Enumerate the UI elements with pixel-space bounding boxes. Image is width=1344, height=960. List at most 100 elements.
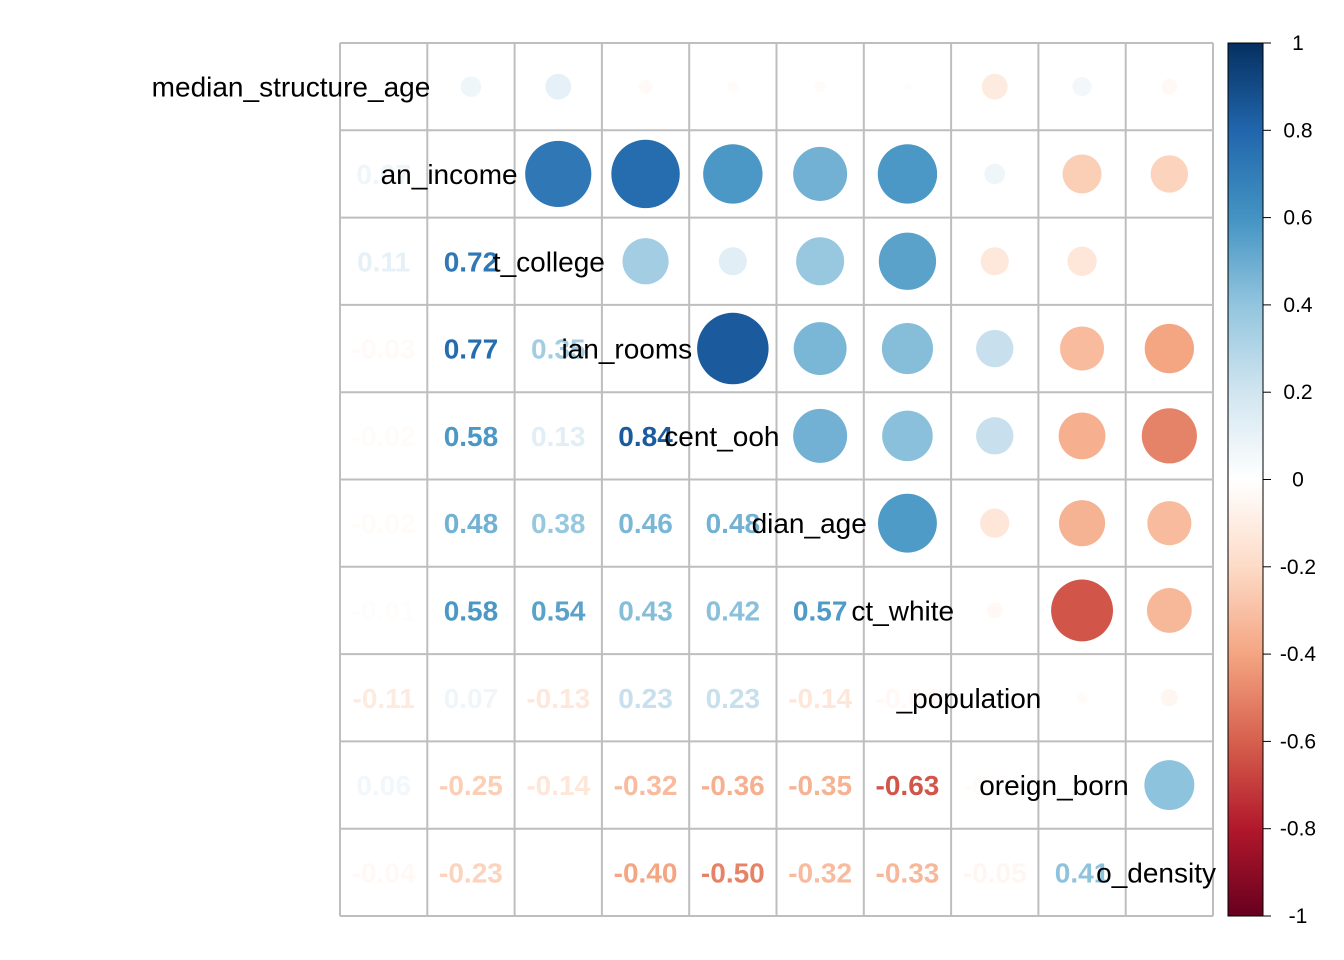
corr-circle-median_rooms-percent_ooh — [697, 312, 769, 385]
corr-value-pop_density-pct_white: -0.33 — [876, 857, 940, 888]
corr-value-pct_white-pct_college: 0.54 — [531, 595, 586, 626]
corr-value-pct_foreign_born-median_structure_age: 0.06 — [356, 770, 411, 801]
corr-circle-median_structure_age-pct_white — [903, 82, 912, 91]
colorbar-tick-label: -1 — [1289, 905, 1308, 928]
corr-value-median_age-median_rooms: 0.46 — [618, 508, 673, 539]
corr-value-percent_ooh-median_structure_age: -0.02 — [352, 421, 416, 452]
corr-circle-median_structure_age-pct_foreign_born — [1072, 77, 1092, 97]
corr-circle-percent_ooh-pct_white — [882, 410, 933, 462]
diag-label-pct_white: ct_white — [851, 595, 954, 626]
corr-value-pop_density-median_rooms: -0.40 — [614, 857, 678, 888]
corr-value-total_population-median_age: -0.14 — [788, 683, 852, 714]
corr-circle-pct_foreign_born-pop_density — [1144, 760, 1195, 811]
colorbar-tick-label: 0 — [1292, 469, 1304, 492]
corr-circle-median_income-percent_ooh — [703, 144, 763, 204]
colorbar-tick-label: 0.4 — [1283, 294, 1313, 317]
corr-value-median_income-median_structure_age: 0.07 — [356, 159, 411, 190]
corr-value-pct_foreign_born-percent_ooh: -0.36 — [701, 770, 765, 801]
corr-circle-median_rooms-pct_white — [881, 322, 934, 375]
corr-value-median_rooms-median_income: 0.77 — [444, 334, 499, 365]
corr-circle-median_rooms-total_population — [976, 329, 1014, 368]
colorbar-tick-label: -0.6 — [1280, 730, 1316, 753]
corr-circle-median_age-pct_white — [878, 493, 937, 553]
corr-circle-pct_college-pct_white — [878, 232, 937, 290]
diagonal-variable-labels: median_structure_age an_income t_collegeia… — [152, 72, 1216, 889]
corr-value-pop_density-median_age: -0.32 — [788, 857, 852, 888]
corr-circle-total_population-pop_density — [1160, 689, 1179, 707]
corr-value-pop_density-total_population: -0.05 — [963, 857, 1027, 888]
diag-label-pct_college: t_college — [493, 246, 605, 277]
corr-value-median_age-median_structure_age: -0.02 — [352, 508, 416, 539]
corr-circle-median_rooms-pct_foreign_born — [1059, 326, 1105, 371]
diag-label-total_population: _population — [896, 683, 1042, 714]
corr-value-pct_white-percent_ooh: 0.42 — [706, 595, 761, 626]
colorbar-ticks: 1 0.8 0.6 0.4 0.2 0 -0.2 -0.4 -0.6 -0.8 -1 — [1263, 32, 1316, 928]
corr-circle-median_income-pop_density — [1150, 155, 1189, 193]
corr-value-pct_foreign_born-median_income: -0.25 — [439, 770, 503, 801]
colorbar-tick-label: -0.4 — [1280, 643, 1317, 666]
colorbar-tick-label: 0.8 — [1283, 119, 1312, 142]
corr-value-total_population-median_income: 0.07 — [444, 683, 499, 714]
corr-value-total_population-median_rooms: 0.23 — [618, 683, 673, 714]
corr-value-total_population-pct_white: -0.04 — [876, 683, 940, 714]
colorbar-gradient — [1228, 43, 1263, 916]
colorbar-tick-label: 1 — [1292, 32, 1304, 55]
corr-circle-pct_college-median_rooms — [622, 238, 669, 285]
corr-circle-median_income-pct_foreign_born — [1062, 154, 1102, 194]
corr-circle-pct_college-percent_ooh — [718, 247, 747, 276]
corr-circle-pct_white-pct_foreign_born — [1051, 579, 1114, 642]
corr-circle-median_structure_age-percent_ooh — [727, 81, 739, 93]
corr-circle-median_structure_age-pct_college — [545, 73, 572, 100]
colorbar-tick-label: 0.2 — [1283, 381, 1312, 404]
corr-value-percent_ooh-median_rooms: 0.84 — [618, 421, 673, 452]
corr-value-median_age-pct_college: 0.38 — [531, 508, 586, 539]
corr-value-pct_foreign_born-median_age: -0.35 — [788, 770, 852, 801]
corr-value-pop_density-pct_foreign_born: 0.41 — [1055, 857, 1110, 888]
corr-value-pct_white-median_rooms: 0.43 — [618, 595, 673, 626]
corr-circle-percent_ooh-total_population — [976, 417, 1014, 455]
corr-circle-median_structure_age-median_age — [814, 81, 826, 93]
corr-value-pop_density-median_income: -0.23 — [439, 857, 503, 888]
diag-label-median_structure_age: median_structure_age — [152, 72, 431, 103]
colorbar-tick-label: -0.8 — [1280, 818, 1316, 841]
corr-circle-median_income-median_rooms — [611, 139, 680, 209]
corr-circle-median_income-median_age — [793, 146, 848, 201]
corr-circle-pct_white-pop_density — [1146, 588, 1192, 633]
corr-circle-median_structure_age-pop_density — [1161, 78, 1178, 95]
colorbar-tick-label: 0.6 — [1283, 207, 1312, 230]
corr-value-pct_white-median_age: 0.57 — [793, 595, 848, 626]
diag-label-median_rooms: ian_rooms — [561, 334, 692, 365]
corr-value-pct_white-median_income: 0.58 — [444, 595, 499, 626]
corr-circle-median_age-pct_foreign_born — [1058, 500, 1106, 547]
corr-value-percent_ooh-median_income: 0.58 — [444, 421, 499, 452]
corr-circle-percent_ooh-median_age — [793, 408, 848, 463]
corr-circle-median_age-total_population — [980, 508, 1010, 538]
corr-circle-pct_college-median_age — [796, 237, 845, 286]
corr-circle-pct_college-pct_foreign_born — [1067, 246, 1097, 276]
corr-value-pct_foreign_born-total_population: -0.02 — [963, 770, 1027, 801]
corr-circle-pct_college-total_population — [980, 247, 1009, 276]
correlation-numbers: 0.07 0.11 0.72 -0.03 0.77 0.35 -0.02 0.58 0.13 0.… — [352, 159, 1110, 888]
corr-circle-median_income-pct_white — [877, 144, 938, 204]
diag-label-percent_ooh: cent_ooh — [664, 421, 779, 452]
correlation-circles — [460, 73, 1197, 811]
diag-label-median_age: dian_age — [752, 508, 867, 539]
corr-value-pop_density-median_structure_age: -0.04 — [352, 857, 416, 888]
corr-value-pct_college-median_income: 0.72 — [444, 246, 499, 277]
corr-circle-median_income-total_population — [984, 163, 1006, 185]
corr-circle-median_rooms-median_age — [793, 322, 847, 376]
diag-label-pct_foreign_born: oreign_born — [979, 770, 1128, 801]
corr-value-median_age-median_income: 0.48 — [444, 508, 499, 539]
corr-circle-median_structure_age-median_income — [460, 76, 482, 97]
colorbar-tick-label: -0.2 — [1280, 556, 1316, 579]
corr-value-median_rooms-median_structure_age: -0.03 — [352, 334, 416, 365]
corr-value-total_population-pct_college: -0.13 — [526, 683, 590, 714]
corr-circle-percent_ooh-pop_density — [1141, 408, 1197, 464]
corr-value-pop_density-pct_college: 0.00 — [531, 857, 586, 888]
corr-value-pct_white-median_structure_age: -0.01 — [352, 595, 416, 626]
corr-value-pct_foreign_born-pct_white: -0.63 — [876, 770, 940, 801]
corr-value-total_population-median_structure_age: -0.11 — [353, 683, 415, 714]
corr-circle-percent_ooh-pct_foreign_born — [1058, 412, 1106, 460]
corr-value-pct_foreign_born-pct_college: -0.14 — [526, 770, 590, 801]
